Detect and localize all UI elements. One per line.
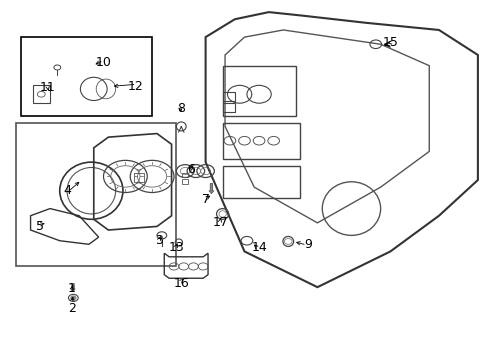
Text: 17: 17 bbox=[212, 216, 228, 229]
Text: 9: 9 bbox=[303, 238, 311, 251]
FancyArrow shape bbox=[208, 184, 213, 194]
Text: 14: 14 bbox=[251, 241, 266, 255]
Text: 2: 2 bbox=[68, 302, 76, 315]
Bar bbox=[182, 179, 187, 184]
Text: 15: 15 bbox=[382, 36, 398, 49]
Bar bbox=[222, 93, 234, 102]
Bar bbox=[16, 123, 176, 266]
Text: 12: 12 bbox=[127, 80, 142, 93]
Bar bbox=[222, 66, 295, 116]
Bar bbox=[222, 166, 300, 198]
Text: 1: 1 bbox=[68, 283, 76, 296]
Text: 7: 7 bbox=[201, 193, 209, 206]
Text: 16: 16 bbox=[173, 277, 189, 290]
Bar bbox=[222, 123, 300, 158]
FancyArrow shape bbox=[71, 284, 75, 291]
Text: 3: 3 bbox=[155, 234, 163, 247]
Text: 4: 4 bbox=[63, 184, 71, 197]
Bar bbox=[222, 103, 234, 112]
Text: 6: 6 bbox=[187, 163, 195, 176]
Bar bbox=[133, 173, 144, 182]
Circle shape bbox=[71, 296, 76, 300]
Bar bbox=[33, 85, 50, 103]
Bar bbox=[21, 37, 152, 116]
Text: 8: 8 bbox=[177, 102, 185, 115]
Text: 11: 11 bbox=[40, 81, 55, 94]
Bar bbox=[182, 173, 187, 177]
Text: 13: 13 bbox=[168, 240, 184, 254]
Text: 10: 10 bbox=[95, 55, 111, 69]
Text: 5: 5 bbox=[36, 220, 44, 233]
